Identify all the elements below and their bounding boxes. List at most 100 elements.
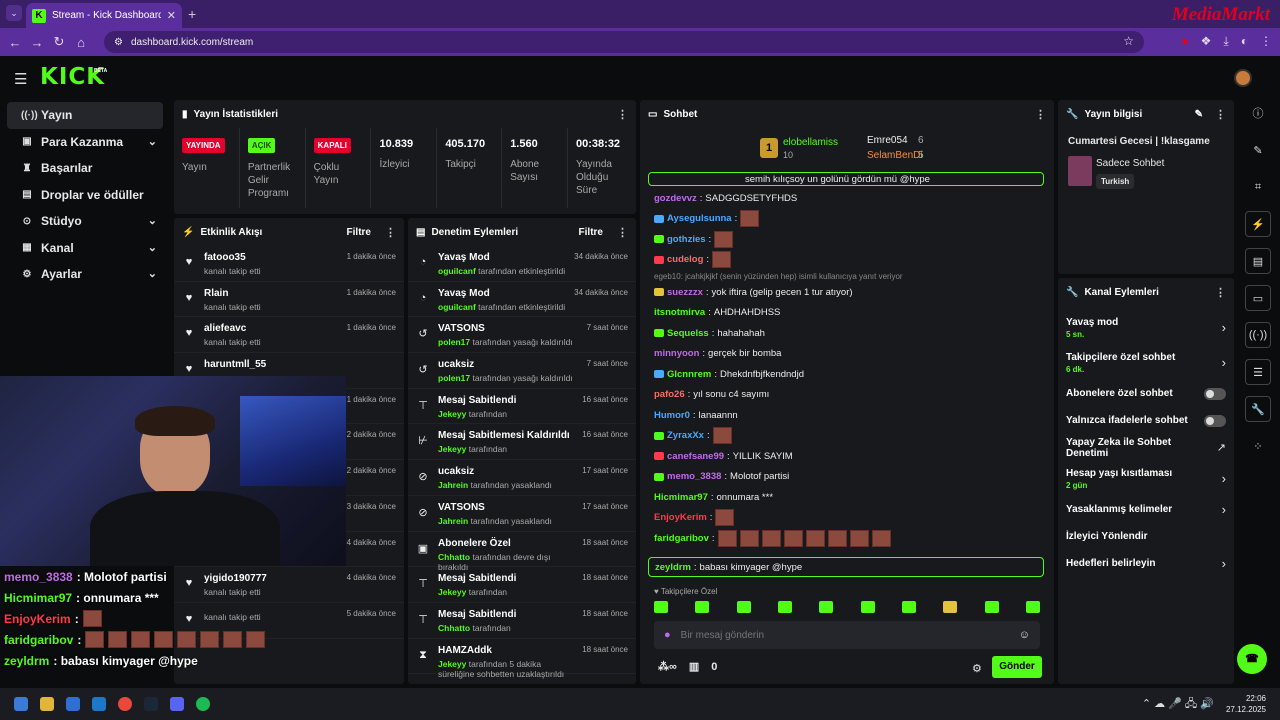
clock[interactable]: 22:06 27.12.2025 <box>1226 693 1266 715</box>
chat-username[interactable]: canefsane99 <box>667 450 725 462</box>
emote-icon[interactable] <box>1025 601 1040 613</box>
moderation-row[interactable]: ▣ Abonelere Özel Chhatto tarafından devre … <box>408 532 636 572</box>
discord-icon[interactable] <box>170 697 184 711</box>
document-icon[interactable]: ▤ <box>1245 248 1271 274</box>
bookmark-star-icon[interactable]: ☆ <box>1123 34 1134 48</box>
channel-action-row[interactable]: Yalnızca ifadelerle sohbet <box>1058 407 1234 434</box>
moderation-row[interactable]: ↺ VATSONS polen17 tarafından yasağı kaldır… <box>408 317 636 354</box>
chat-username[interactable]: itsnotmirva <box>654 307 706 319</box>
more-icon[interactable]: ⋮ <box>617 226 628 239</box>
toggle-switch[interactable] <box>1204 414 1226 427</box>
emote-icon[interactable] <box>984 601 999 613</box>
new-tab-icon[interactable]: + <box>188 6 197 22</box>
leader-third[interactable]: SelamBenDi <box>867 150 923 161</box>
channel-action-row[interactable]: İzleyici Yönlendir <box>1058 523 1234 550</box>
emote-icon[interactable] <box>901 601 916 613</box>
url-field[interactable]: ⚙ dashboard.kick.com/stream ☆ <box>104 31 1144 53</box>
steam-icon[interactable] <box>144 697 158 711</box>
activity-username[interactable]: yigido190777 <box>204 573 267 585</box>
emote-icon[interactable] <box>943 601 958 613</box>
send-button[interactable]: Gönder <box>992 656 1042 678</box>
moderation-row[interactable]: ⊤ Mesaj Sabitlendi Jekeyy tarafından 16 saa… <box>408 389 636 425</box>
tray-icons[interactable]: ⌃ ☁ 🎤 🖧 🔊 <box>1141 697 1214 710</box>
activity-username[interactable]: Rlain <box>204 287 229 299</box>
chat-username[interactable]: pafo26 <box>654 389 685 401</box>
apps-icon[interactable]: ⁘ <box>1253 440 1263 453</box>
download-icon[interactable]: ⤓ <box>1223 34 1229 48</box>
moderator-name[interactable]: Jekeyy <box>438 658 467 669</box>
store-icon[interactable] <box>66 697 80 711</box>
channel-action-row[interactable]: Hedefleri belirleyin › <box>1058 550 1234 577</box>
pencil-icon[interactable]: ✎ <box>1253 144 1263 157</box>
chat-username[interactable]: ZyraxXx <box>667 430 704 442</box>
chat-username[interactable]: gothzies <box>667 233 706 245</box>
start-icon[interactable] <box>14 697 28 711</box>
sidebar-item-basarilar[interactable]: ♜ Başarılar <box>7 155 163 182</box>
chat-username[interactable]: EnjoyKerim <box>654 512 707 524</box>
info-icon[interactable]: ⓘ <box>1252 108 1264 120</box>
chat-input[interactable]: ● ☺ <box>654 621 1040 649</box>
points-icon[interactable]: ⁂∞ <box>658 661 677 673</box>
channel-action-row[interactable]: Hesap yaşı kısıtlaması 2 gün › <box>1058 461 1234 496</box>
activity-row[interactable]: ♥ Rlain kanalı takip etti 1 dakika önce <box>174 282 404 318</box>
puzzle-icon[interactable]: ❖ <box>1200 34 1212 48</box>
sidebar-item-para-kazanma[interactable]: ▣ Para Kazanma ⌄ <box>7 129 163 156</box>
channel-action-row[interactable]: Takipçilere özel sohbet 6 dk. › <box>1058 345 1234 380</box>
channel-action-row[interactable]: Yavaş mod 5 sn. › <box>1058 310 1234 345</box>
home-icon[interactable]: ⌂ <box>77 34 85 50</box>
moderation-row[interactable]: ⊤ Mesaj Sabitlendi Chhatto tarafından 18 sa… <box>408 603 636 639</box>
more-icon[interactable]: ⋮ <box>617 108 628 121</box>
toggle-switch[interactable] <box>1204 387 1226 400</box>
chat-username[interactable]: faridgaribov <box>654 532 709 544</box>
activity-username[interactable]: fatooo35 <box>204 252 246 263</box>
back-icon[interactable]: ← <box>8 34 22 50</box>
chat-username[interactable]: Sequelss <box>667 327 709 339</box>
chat-settings-icon[interactable]: ⚙ <box>972 663 982 675</box>
outlook-icon[interactable] <box>92 697 106 711</box>
activity-row[interactable]: ♥ fatooo35 kanalı takip etti 1 dakika önce <box>174 246 404 282</box>
filter-button[interactable]: Filtre <box>578 226 603 238</box>
moderator-name[interactable]: polen17 <box>438 337 471 348</box>
moderation-row[interactable]: ⊘ ucaksiz Jahrein tarafından yasaklandı 17 … <box>408 460 636 496</box>
more-icon[interactable]: ⋮ <box>1215 108 1226 121</box>
kick-logo[interactable]: KICK <box>40 64 106 90</box>
chat-username[interactable]: suezzzx <box>667 286 703 298</box>
emote-icon[interactable] <box>736 601 751 613</box>
browser-tab[interactable]: K Stream - Kick Dashboard ✕ <box>26 3 182 28</box>
channel-action-row[interactable]: Yasaklanmış kelimeler › <box>1058 496 1234 523</box>
chat-icon[interactable]: ▭ <box>1245 285 1271 311</box>
chat-username[interactable]: minnyoon <box>654 348 700 360</box>
emote-icon[interactable] <box>777 601 792 613</box>
emote-icon[interactable] <box>654 601 668 613</box>
moderator-name[interactable]: oguilcanf <box>438 266 476 276</box>
chrome-icon[interactable] <box>118 697 132 711</box>
moderator-name[interactable]: Jekeyy <box>438 408 467 419</box>
edit-icon[interactable]: ✎ <box>1194 108 1203 120</box>
moderator-name[interactable]: Chhatto <box>438 622 471 633</box>
site-info-icon[interactable]: ⚙ <box>114 36 123 48</box>
emote-icon[interactable] <box>860 601 875 613</box>
moderation-row[interactable]: ⊘ VATSONS Jahrein tarafından yasaklandı 17 … <box>408 496 636 532</box>
activity-row[interactable]: ♥ kanalı takip etti 5 dakika önce <box>174 603 404 639</box>
bolt-icon[interactable]: ⚡ <box>1245 211 1271 237</box>
spotify-icon[interactable] <box>196 697 210 711</box>
extension-icon[interactable]: ● <box>1181 34 1189 48</box>
chat-username[interactable]: Humor0 <box>654 409 690 421</box>
moderator-name[interactable]: Jahrein <box>438 515 469 526</box>
list-icon[interactable]: ☰ <box>1245 359 1271 385</box>
profile-icon[interactable]: ◐ <box>1240 34 1248 48</box>
sidebar-item-droplar[interactable]: ▤ Droplar ve ödüller <box>7 182 163 209</box>
moderator-name[interactable]: Chhatto <box>438 551 471 562</box>
emote-icon[interactable] <box>695 601 710 613</box>
emoji-icon[interactable]: ☺ <box>1018 629 1030 641</box>
moderator-name[interactable]: Jahrein <box>438 480 469 491</box>
broadcast-icon[interactable]: ((·)) <box>1245 322 1271 348</box>
moderation-row[interactable]: ⊤ Mesaj Sabitlendi Jekeyy tarafından 18 saa… <box>408 567 636 603</box>
category-name[interactable]: Sadece Sohbet <box>1096 158 1165 169</box>
mic-icon[interactable]: ● <box>664 629 671 641</box>
emote-icon[interactable] <box>819 601 834 613</box>
chat-username[interactable]: Aysegulsunna <box>667 213 732 225</box>
more-icon[interactable]: ⋮ <box>1035 108 1046 121</box>
filter-button[interactable]: Filtre <box>346 226 371 238</box>
moderator-name[interactable]: Jekeyy <box>438 587 467 598</box>
